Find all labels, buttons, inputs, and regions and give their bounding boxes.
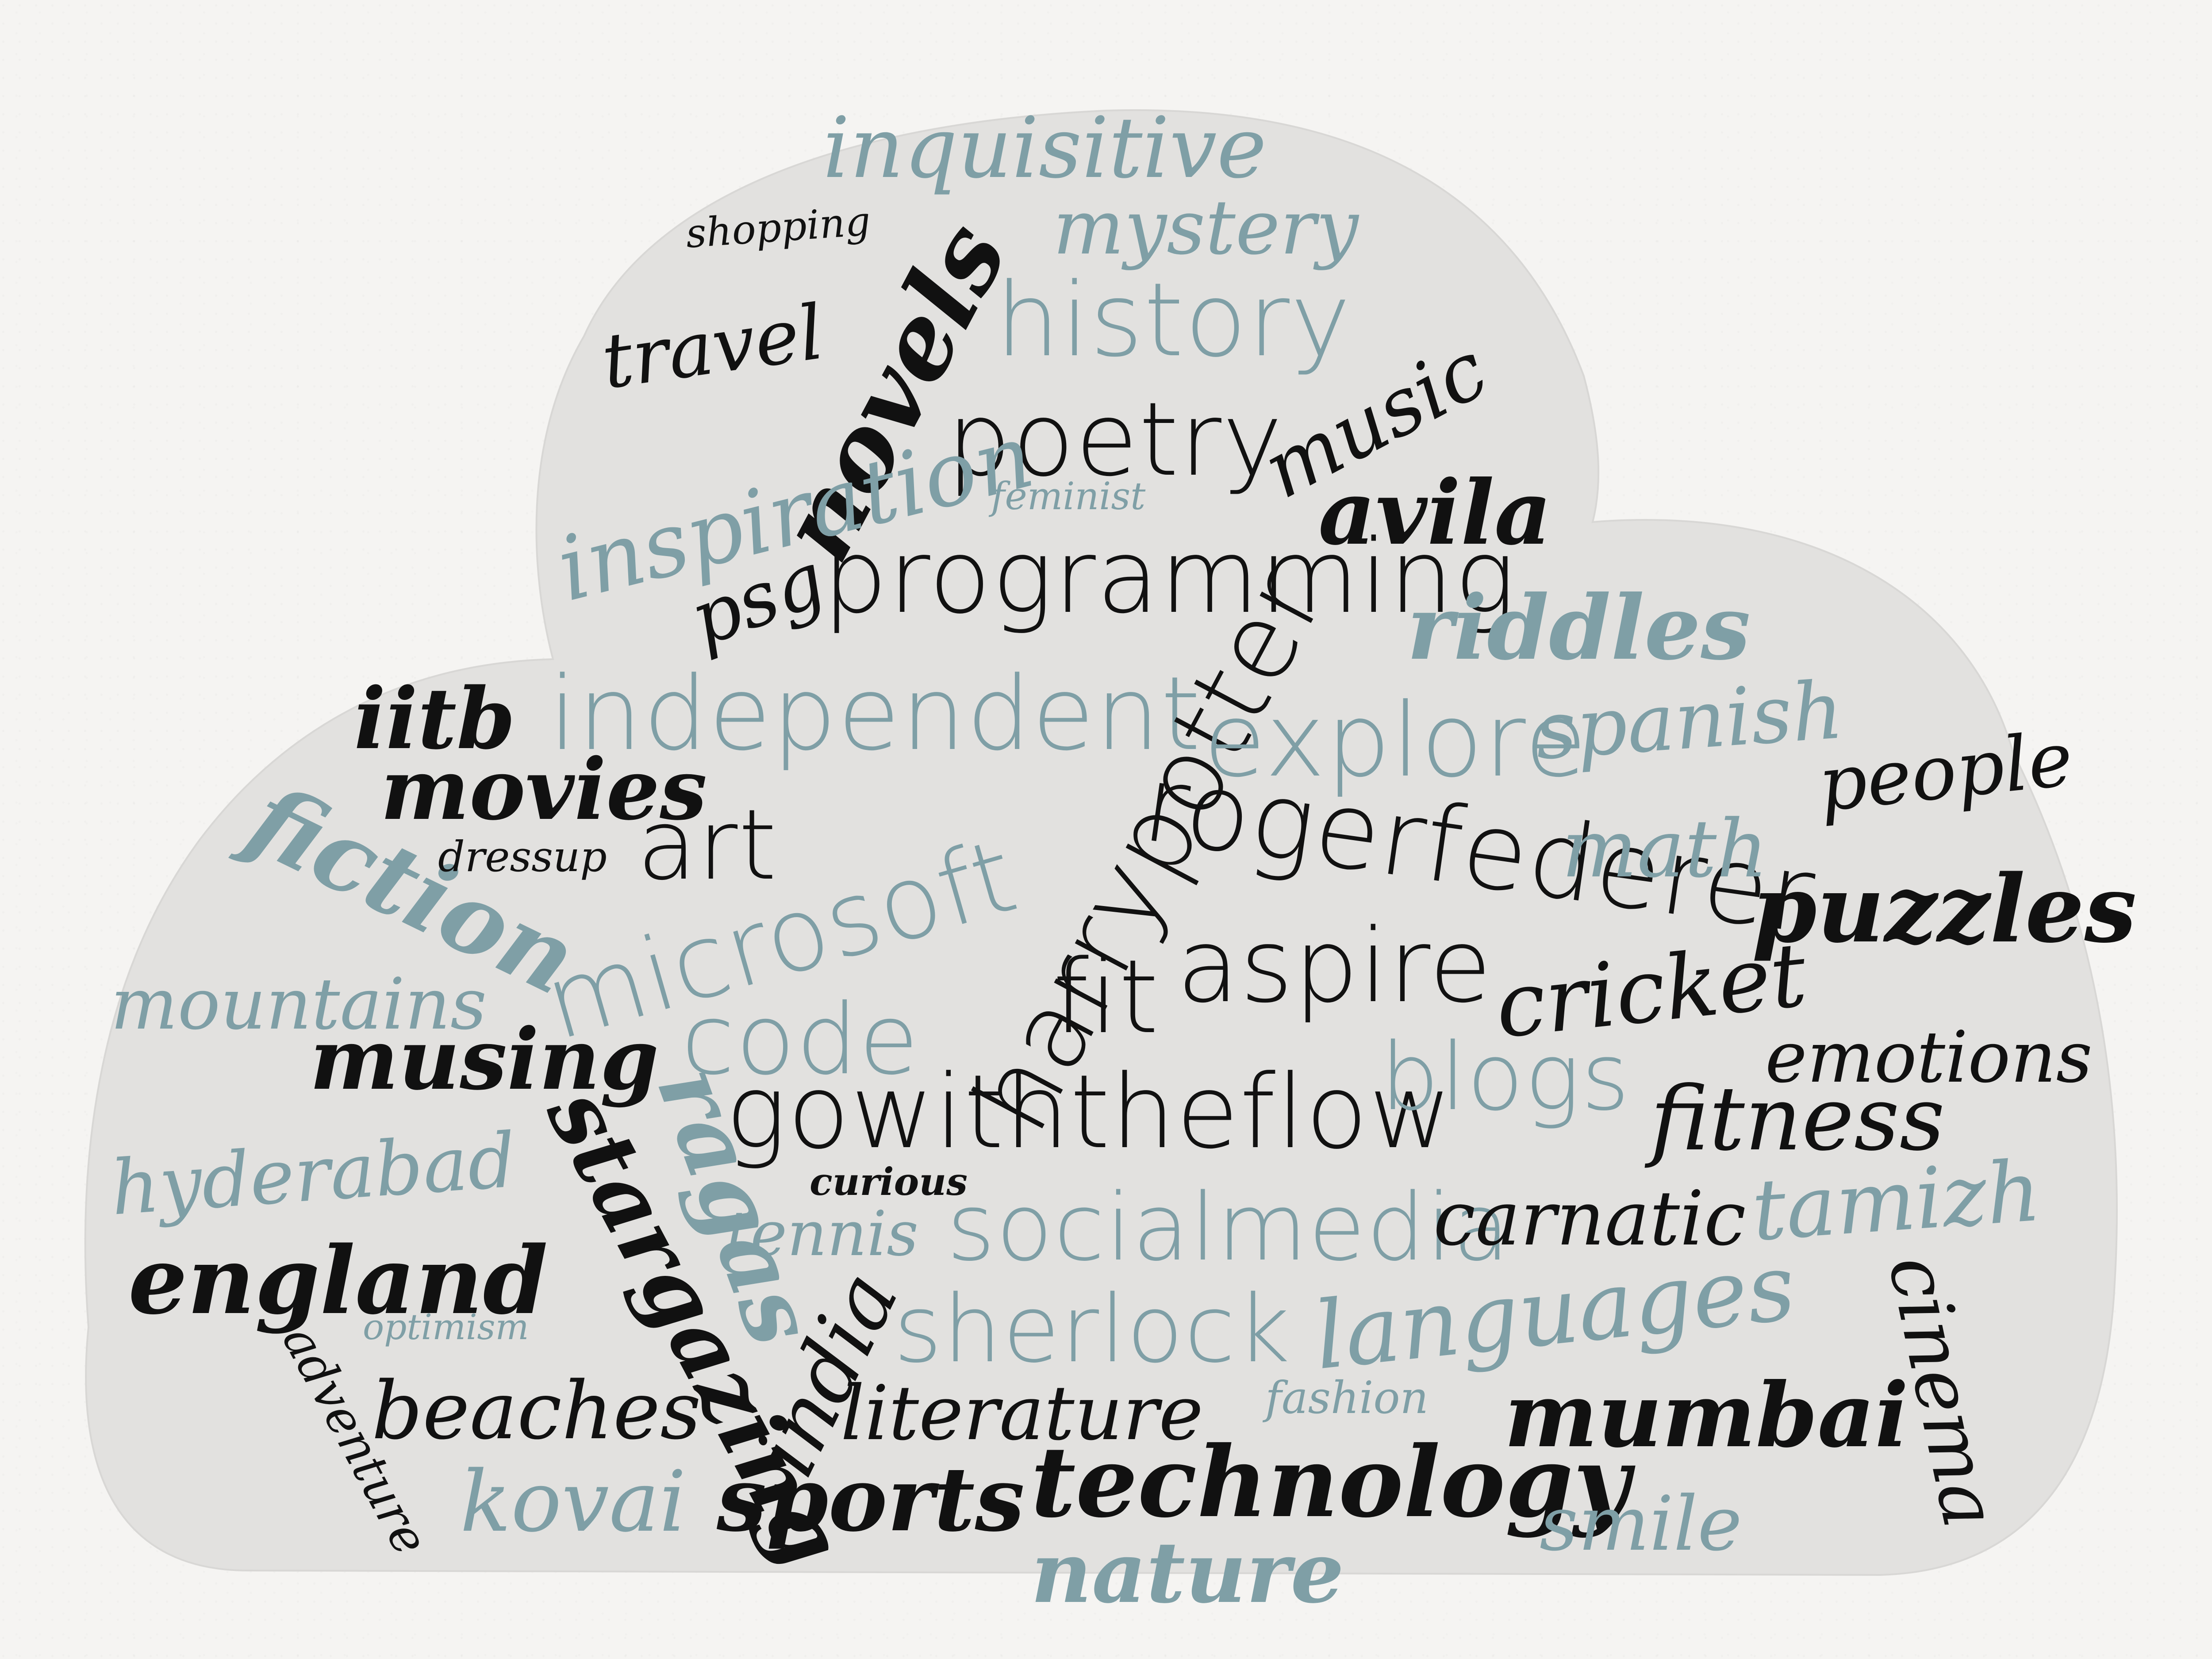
word-code: code	[681, 983, 920, 1096]
word-shopping: shopping	[684, 198, 872, 257]
word-nature: nature	[1031, 1523, 1344, 1622]
word-england: england	[128, 1226, 548, 1335]
word-carnatic: carnatic	[1433, 1175, 1746, 1263]
word-technology: technology	[1031, 1425, 1630, 1539]
word-math: math	[1562, 803, 1768, 895]
word-optimism: optimism	[363, 1306, 529, 1348]
word-feminist: feminist	[991, 475, 1146, 518]
word-art: art	[637, 788, 778, 902]
word-explore: explore	[1203, 682, 1588, 800]
word-fitness: fitness	[1650, 1068, 1945, 1171]
word-blogs: blogs	[1380, 1023, 1631, 1131]
word-beaches: beaches	[372, 1365, 701, 1457]
word-dressup: dressup	[438, 833, 607, 881]
word-emotions: emotions	[1765, 1016, 2093, 1098]
word-gowiththeflow: gowiththeflow	[726, 1053, 1453, 1171]
word-smile: smile	[1540, 1480, 1742, 1568]
word-inquisitive: inquisitive	[823, 99, 1267, 197]
word-avila: avila	[1318, 461, 1552, 565]
word-riddles: riddles	[1407, 576, 1751, 680]
word-mumbai: mumbai	[1504, 1363, 1909, 1467]
word-aspire: aspire	[1177, 907, 1493, 1025]
word-poetry: poetry	[947, 381, 1284, 499]
word-programming: programming	[823, 518, 1517, 636]
word-kovai: kovai	[460, 1453, 686, 1551]
word-socialmedia: socialmedia	[947, 1173, 1511, 1282]
word-independent: independent	[549, 655, 1202, 773]
word-tamizh: tamizh	[1749, 1142, 2044, 1260]
word-literature: literature	[841, 1370, 1203, 1457]
word-puzzles: puzzles	[1752, 854, 2137, 964]
word-sherlock: sherlock	[894, 1275, 1291, 1383]
word-fashion: fashion	[1265, 1372, 1429, 1424]
word-mystery: mystery	[1053, 184, 1359, 272]
word-musing: musing	[310, 1010, 659, 1109]
word-iitb: iitb	[354, 669, 515, 768]
word-fit: fit	[1053, 938, 1160, 1056]
word-mountains: mountains	[111, 963, 487, 1045]
word-history: history	[995, 261, 1352, 380]
word-movies: movies	[380, 740, 707, 839]
word-tennis: tennis	[726, 1198, 919, 1270]
word-sports: sports	[717, 1448, 1025, 1551]
word-spanish: spanish	[1532, 664, 1847, 778]
word-curious: curious	[810, 1160, 968, 1204]
